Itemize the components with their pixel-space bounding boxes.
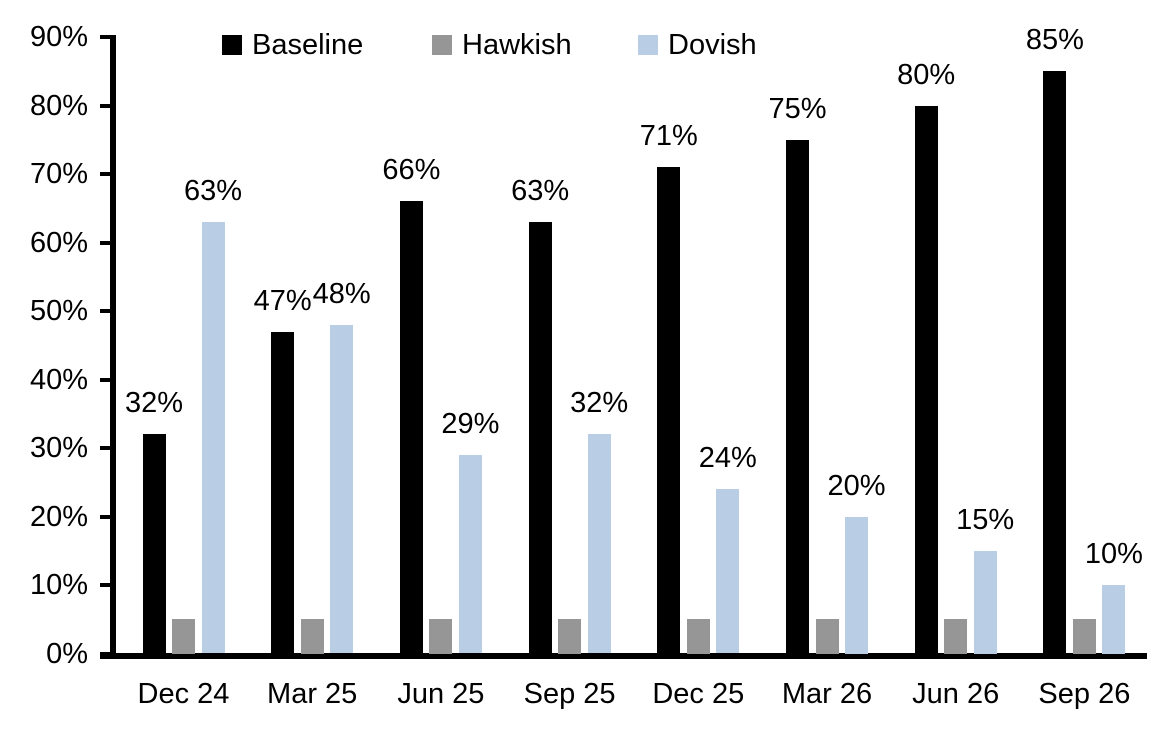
legend-item-hawkish: Hawkish [432,27,572,63]
y-tick-label-20%: 20% [29,500,88,533]
hawkish-swatch-icon [432,35,452,55]
y-tick-10% [100,583,111,587]
y-tick-label-70%: 70% [29,158,88,190]
legend-label-dovish: Dovish [668,29,757,61]
x-tick-label-dec-25: Dec 25 [652,678,745,710]
bar-label-dovish-mar-25: 48% [312,277,371,310]
legend-item-dovish: Dovish [638,27,757,63]
y-tick-50% [100,309,111,313]
x-tick-label-sep-25: Sep 25 [523,678,616,710]
bar-label-baseline-sep-25: 63% [511,174,570,207]
y-tick-20% [100,514,111,519]
bar-baseline-mar-26 [786,139,809,654]
bar-label-baseline-jun-25: 66% [382,154,441,187]
bar-label-dovish-jun-26: 15% [956,503,1015,536]
legend: Baseline Hawkish Dovish [0,0,1152,70]
y-tick-label-0%: 0% [46,637,88,670]
x-tick-label-dec-24: Dec 24 [137,678,230,710]
y-tick-40% [100,377,111,382]
y-tick-label-50%: 50% [29,295,88,327]
bar-dovish-dec-24 [201,221,225,654]
legend-label-baseline: Baseline [252,29,364,61]
bar-hawkish-sep-26 [1072,619,1096,654]
y-tick-label-40%: 40% [29,363,88,396]
bar-hawkish-jun-25 [429,619,453,654]
legend-item-baseline: Baseline [222,27,363,63]
bar-dovish-jun-25 [458,454,482,654]
x-tick-label-mar-26: Mar 26 [781,678,873,710]
bar-label-baseline-dec-25: 71% [639,120,698,153]
bar-baseline-dec-25 [657,167,681,654]
y-tick-80% [100,103,111,108]
bar-label-baseline-sep-26: 85% [1025,24,1084,57]
bar-label-dovish-sep-26: 10% [1084,538,1143,570]
bar-baseline-sep-25 [528,221,552,654]
y-tick-label-10%: 10% [29,569,88,601]
bar-baseline-sep-26 [1043,71,1067,654]
bar-label-dovish-mar-26: 20% [827,469,886,502]
bar-baseline-mar-25 [271,331,295,654]
bar-hawkish-mar-26 [815,619,839,654]
bar-dovish-sep-25 [587,434,611,654]
y-tick-30% [100,446,111,450]
x-tick-label-mar-25: Mar 25 [267,678,358,710]
bar-hawkish-dec-25 [686,619,710,654]
y-tick-label-90%: 90% [29,21,88,53]
y-tick-label-60%: 60% [29,226,88,259]
bar-label-dovish-jun-25: 29% [441,407,500,440]
bar-baseline-jun-25 [399,201,423,654]
bar-hawkish-sep-25 [558,619,582,654]
bar-hawkish-dec-24 [172,619,195,654]
dovish-swatch-icon [638,35,658,55]
x-axis-line [100,653,1147,659]
bar-dovish-dec-25 [716,489,740,654]
bar-hawkish-jun-26 [944,619,968,654]
bar-dovish-mar-25 [330,324,354,654]
x-tick-label-jun-26: Jun 26 [912,678,1000,710]
y-tick-label-30%: 30% [29,432,88,464]
y-tick-60% [100,240,111,245]
bar-baseline-dec-24 [142,434,166,654]
bar-label-dovish-dec-24: 63% [183,174,243,207]
y-tick-label-80%: 80% [29,89,88,122]
bar-label-dovish-dec-25: 24% [698,442,757,475]
bar-dovish-mar-26 [845,516,868,654]
y-tick-0% [100,651,111,656]
bar-label-baseline-mar-26: 75% [768,92,827,125]
bar-baseline-jun-26 [914,105,938,654]
x-tick-label-sep-26: Sep 26 [1038,678,1131,710]
bar-dovish-sep-26 [1102,585,1126,654]
y-tick-90% [100,35,111,39]
legend-label-hawkish: Hawkish [462,29,572,61]
bar-label-baseline-mar-25: 47% [253,284,312,317]
bar-label-baseline-dec-24: 32% [124,387,184,420]
bar-dovish-jun-26 [973,550,997,654]
x-tick-label-jun-25: Jun 25 [397,678,485,710]
baseline-swatch-icon [222,35,242,55]
y-axis-line [110,35,116,659]
y-tick-70% [100,172,111,176]
bar-label-baseline-jun-26: 80% [897,58,956,91]
bar-label-dovish-sep-25: 32% [570,387,629,420]
bar-hawkish-mar-25 [300,619,324,654]
